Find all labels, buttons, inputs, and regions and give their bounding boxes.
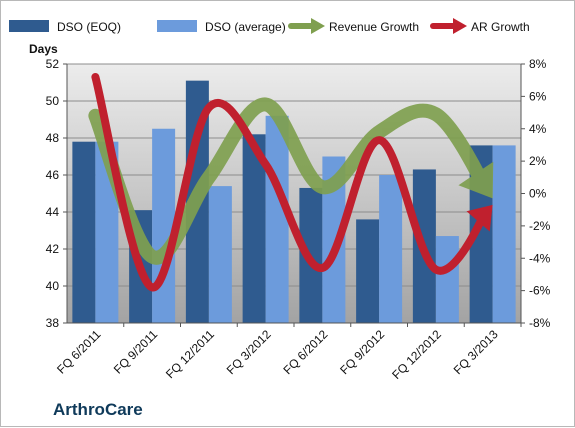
bar-dso-eoq-5 [356,219,380,323]
growth-lines [88,72,494,292]
line-group-ar-growth [91,72,493,292]
x-tick-label-4: FQ 6/2012 [281,327,331,377]
left-tick-label-38: 38 [46,316,60,330]
legend-label-dso-eoq: DSO (EOQ) [57,20,121,34]
line-group-revenue-growth [88,97,494,265]
bar-dso-average-1 [152,128,176,323]
legend-label-revenue-growth: Revenue Growth [329,20,419,34]
right-tick-label-3: -2% [529,219,551,233]
left-tick-label-52: 52 [46,57,60,71]
right-tick-label-6: 4% [529,122,547,136]
legend-swatch-dso-average [157,20,197,32]
legend-swatch-dso-eoq [9,20,49,32]
right-tick-label-1: -6% [529,284,551,298]
left-tick-label-44: 44 [46,205,60,219]
x-tick-label-3: FQ 3/2012 [224,327,274,377]
bar-dso-average-3 [265,115,289,323]
bar-dso-average-7 [492,145,516,323]
legend: DSO (EOQ) DSO (average) Revenue Growth A… [9,18,530,34]
arrowhead-revenue-growth [458,161,494,199]
left-tick-label-48: 48 [46,131,60,145]
bar-dso-average-2 [208,186,232,323]
x-tick-label-5: FQ 9/2012 [337,327,387,377]
right-tick-label-5: 2% [529,154,547,168]
bar-dso-average-5 [379,175,403,323]
x-tick-label-1: FQ 9/2011 [111,327,161,377]
x-tick-label-0: FQ 6/2011 [54,327,104,377]
right-tick-label-8: 8% [529,57,547,71]
right-tick-label-2: -4% [529,251,551,265]
right-tick-label-0: -8% [529,316,551,330]
legend-arrow-ar-growth [430,18,467,34]
legend-arrow-revenue-growth [288,18,325,34]
legend-label-dso-average: DSO (average) [205,20,286,34]
left-tick-label-50: 50 [46,94,60,108]
bar-dso-eoq-3 [242,134,266,323]
y-axis-title: Days [29,42,58,56]
x-tick-label-7: FQ 3/2013 [451,327,501,377]
left-tick-label-46: 46 [46,168,60,182]
x-tick-label-2: FQ 12/2011 [163,327,217,381]
company-label: ArthroCare [53,400,143,419]
x-tick-label-6: FQ 12/2012 [389,327,444,382]
arrowhead-ar-growth [466,204,493,232]
bars [72,80,516,324]
legend-label-ar-growth: AR Growth [471,20,530,34]
right-tick-label-7: 6% [529,89,547,103]
bar-dso-eoq-0 [72,141,96,323]
left-tick-label-40: 40 [46,279,60,293]
left-tick-label-42: 42 [46,242,60,256]
line-ar-growth [91,72,488,292]
bar-dso-average-4 [322,156,346,323]
bar-dso-average-6 [435,236,459,323]
line-revenue-growth [88,97,490,265]
right-tick-label-4: 0% [529,187,547,201]
